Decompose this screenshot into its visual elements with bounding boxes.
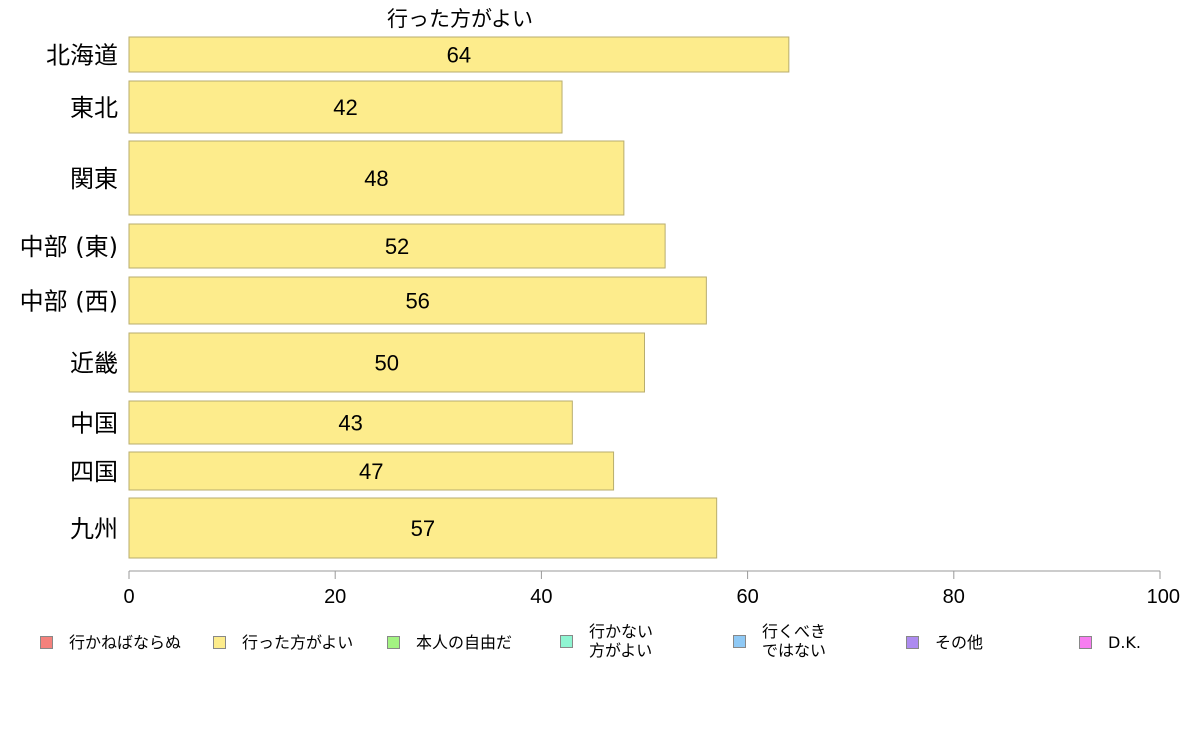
legend-item-3: 行かない 方がよい xyxy=(560,622,653,660)
x-tick-label: 0 xyxy=(123,586,134,608)
bar-chart: 行った方がよい 64 北海道 42 東北 48 関東 52 中部 (東) 56 中部 (西) 50 近… xyxy=(20,7,1180,608)
bar-value-label: 57 xyxy=(411,516,435,541)
bar-2 xyxy=(128,140,625,216)
legend-swatch xyxy=(213,636,226,649)
legend-label: 行くべき ではない xyxy=(762,622,827,660)
legend: 行かねばならぬ 行った方がよい 本人の自由だ 行かない 方がよい 行くべき では… xyxy=(0,618,1188,668)
bar-3 xyxy=(128,223,666,269)
legend-label: 本人の自由だ xyxy=(416,633,513,652)
bar-value-label: 42 xyxy=(333,95,357,120)
legend-item-5: その他 xyxy=(906,633,983,652)
bar-7 xyxy=(128,451,615,491)
x-tick-label: 40 xyxy=(530,586,552,608)
category-label: 中国 xyxy=(70,410,118,438)
legend-label: 行かない 方がよい xyxy=(589,622,654,660)
bar-value-label: 47 xyxy=(359,459,383,484)
legend-swatch xyxy=(906,636,919,649)
bar-5 xyxy=(128,332,645,393)
bar-value-label: 64 xyxy=(447,43,471,68)
bar-value-label: 52 xyxy=(385,234,409,259)
legend-label: D.K. xyxy=(1108,633,1141,652)
x-tick-label: 80 xyxy=(943,586,965,608)
legend-swatch xyxy=(40,636,53,649)
category-label: 北海道 xyxy=(46,42,118,70)
category-label: 中部 (東) xyxy=(20,233,118,261)
legend-swatch xyxy=(387,636,400,649)
category-label: 九州 xyxy=(70,515,118,543)
legend-item-4: 行くべき ではない xyxy=(733,622,826,660)
legend-item-1: 行った方がよい xyxy=(213,633,353,652)
legend-item-0: 行かねばならぬ xyxy=(40,633,181,652)
category-label: 四国 xyxy=(70,458,118,486)
category-label: 関東 xyxy=(70,165,118,193)
legend-item-6: D.K. xyxy=(1079,633,1141,652)
bar-1 xyxy=(128,80,563,134)
bar-value-label: 56 xyxy=(405,289,429,314)
bar-value-label: 43 xyxy=(338,411,362,436)
bar-value-label: 48 xyxy=(364,166,388,191)
legend-swatch xyxy=(733,634,746,648)
x-tick-label: 20 xyxy=(324,586,346,608)
legend-swatch xyxy=(560,634,573,648)
x-tick-label: 100 xyxy=(1147,586,1180,608)
bar-value-label: 50 xyxy=(375,351,399,376)
legend-label: 行かねばならぬ xyxy=(69,633,182,652)
legend-label: 行った方がよい xyxy=(242,633,354,652)
x-tick-label: 60 xyxy=(736,586,758,608)
chart-title: 行った方がよい xyxy=(387,7,533,31)
bar-6 xyxy=(128,400,573,445)
category-label: 中部 (西) xyxy=(20,288,118,316)
category-label: 近畿 xyxy=(70,350,118,378)
legend-swatch xyxy=(1079,636,1092,649)
category-label: 東北 xyxy=(70,94,118,122)
bar-0 xyxy=(128,36,790,73)
legend-label: その他 xyxy=(935,633,984,652)
legend-item-2: 本人の自由だ xyxy=(387,633,512,652)
bar-8 xyxy=(128,497,718,559)
bar-4 xyxy=(128,276,707,325)
